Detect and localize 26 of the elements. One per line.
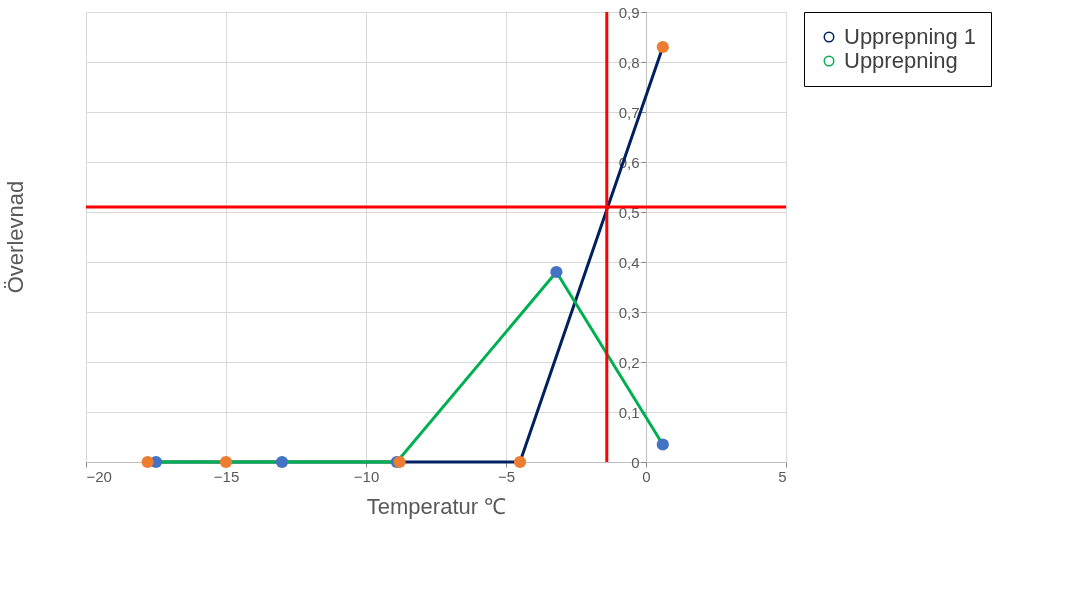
y-tick-label: 0 — [631, 453, 640, 471]
y-tick-label: 0,9 — [618, 3, 640, 21]
point — [141, 455, 154, 469]
y-tick-label: 0,5 — [618, 203, 640, 221]
point — [656, 40, 669, 54]
x-tick-label: −15 — [213, 467, 240, 485]
y-tick-label: 0,4 — [618, 253, 640, 271]
x-tick-label: −10 — [353, 467, 380, 485]
point — [219, 455, 233, 469]
y-tick-label: 0,3 — [618, 303, 640, 321]
point — [550, 265, 563, 279]
y-tick-label: 0,7 — [618, 103, 640, 121]
y-tick-label: 0,2 — [618, 353, 640, 371]
x-tick-label: 0 — [642, 467, 651, 485]
y-tick-label: 0,8 — [618, 53, 640, 71]
y-tick-label: 0,1 — [618, 403, 640, 421]
x-tick-label: −20 — [86, 467, 112, 485]
point — [656, 438, 669, 451]
legend-label: Upprepning — [844, 48, 958, 73]
x-tick-label: 5 — [778, 467, 787, 485]
legend-label: Upprepning 1 — [844, 24, 977, 49]
point — [513, 455, 527, 469]
point — [275, 455, 289, 469]
x-tick-label: −5 — [497, 467, 516, 485]
y-axis-title: Överlevnad — [3, 180, 28, 294]
x-axis-title: Temperatur ℃ — [366, 493, 507, 519]
